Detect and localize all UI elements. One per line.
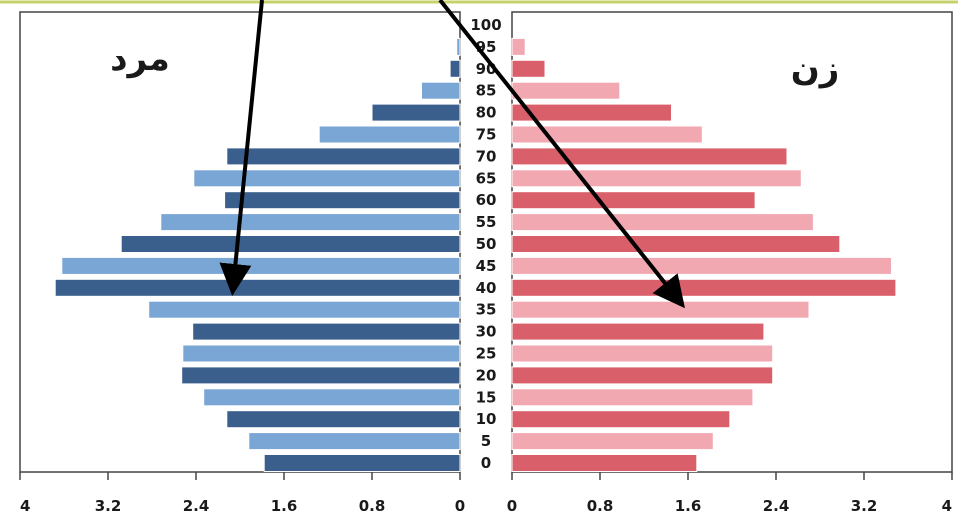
female-bar-30 — [511, 322, 765, 341]
female-bar-45 — [511, 256, 892, 275]
age-label-20: 20 — [476, 366, 497, 384]
male-series-label: مرد — [110, 39, 170, 79]
age-label-10: 10 — [476, 410, 497, 428]
annotation-arrow-male — [219, 0, 264, 296]
age-label-35: 35 — [476, 301, 497, 319]
female-bar-70 — [511, 147, 788, 166]
male-bar-10 — [226, 410, 461, 429]
age-label-85: 85 — [476, 82, 497, 100]
male-bar-70 — [226, 147, 461, 166]
x-tick-label-8: 1.6 — [675, 497, 702, 515]
age-label-70: 70 — [476, 147, 497, 165]
female-bar-85 — [511, 81, 621, 100]
x-tick-label-11: 4 — [942, 497, 952, 515]
x-ticks: 4 3.2 2.4 1.6 0.8 0 0 0.8 1.6 2.4 3.2 4 — [19, 472, 953, 515]
male-bar-15 — [203, 388, 461, 407]
age-label-55: 55 — [476, 213, 497, 231]
x-tick-label-5: 0 — [455, 497, 465, 515]
female-bar-50 — [511, 235, 841, 253]
male-bar-75 — [318, 125, 461, 144]
x-tick-label-7: 0.8 — [587, 497, 614, 515]
x-tick-label-9: 2.4 — [763, 497, 790, 515]
female-bar-5 — [511, 432, 714, 451]
age-label-100: 100 — [470, 16, 501, 34]
age-label-45: 45 — [476, 257, 497, 275]
female-bar-95 — [511, 37, 526, 56]
female-bars — [511, 37, 897, 472]
male-bar-5 — [248, 432, 461, 451]
male-bar-20 — [181, 366, 461, 385]
male-bar-65 — [193, 169, 461, 188]
male-bar-35 — [148, 300, 461, 319]
male-bar-60 — [224, 191, 461, 210]
male-bar-80 — [371, 103, 461, 122]
x-tick-label-3: 1.6 — [271, 497, 298, 515]
male-bar-0 — [263, 454, 461, 472]
age-label-60: 60 — [476, 191, 497, 209]
female-series-label: زن — [791, 49, 840, 89]
age-label-0: 0 — [481, 454, 491, 472]
female-bar-55 — [511, 213, 814, 232]
age-label-25: 25 — [476, 345, 497, 363]
annotation-arrow-female — [438, 0, 685, 309]
female-bar-20 — [511, 366, 774, 385]
age-label-5: 5 — [481, 432, 491, 450]
age-label-75: 75 — [476, 126, 497, 144]
male-bar-85 — [421, 81, 461, 100]
male-bar-55 — [160, 213, 461, 232]
x-tick-label-2: 2.4 — [183, 497, 210, 515]
female-bar-0 — [511, 454, 698, 472]
female-bar-80 — [511, 103, 672, 122]
age-label-50: 50 — [476, 235, 497, 253]
x-tick-label-6: 0 — [507, 497, 517, 515]
age-label-15: 15 — [476, 388, 497, 406]
female-bar-90 — [511, 59, 546, 78]
age-labels: 0510152025303540455055606570758085909510… — [470, 16, 501, 472]
x-tick-label-0: 4 — [20, 497, 30, 515]
male-bar-25 — [182, 344, 461, 363]
male-bar-90 — [449, 59, 461, 78]
female-bar-40 — [511, 278, 897, 297]
male-bar-30 — [192, 322, 461, 341]
x-tick-label-1: 3.2 — [95, 497, 122, 515]
male-bar-45 — [61, 256, 461, 275]
male-bar-95 — [456, 37, 461, 56]
x-tick-label-10: 3.2 — [851, 497, 878, 515]
female-bar-10 — [511, 410, 731, 429]
x-tick-label-4: 0.8 — [359, 497, 386, 515]
male-bar-40 — [54, 278, 461, 297]
age-label-40: 40 — [476, 279, 497, 297]
female-bar-15 — [511, 388, 754, 407]
age-label-65: 65 — [476, 169, 497, 187]
male-bar-50 — [120, 235, 461, 253]
female-bar-25 — [511, 344, 774, 363]
age-label-80: 80 — [476, 104, 497, 122]
age-label-30: 30 — [476, 323, 497, 341]
female-bar-60 — [511, 191, 756, 210]
male-bars — [54, 37, 461, 472]
female-bar-35 — [511, 300, 810, 319]
female-bar-75 — [511, 125, 703, 144]
female-bar-65 — [511, 169, 802, 188]
